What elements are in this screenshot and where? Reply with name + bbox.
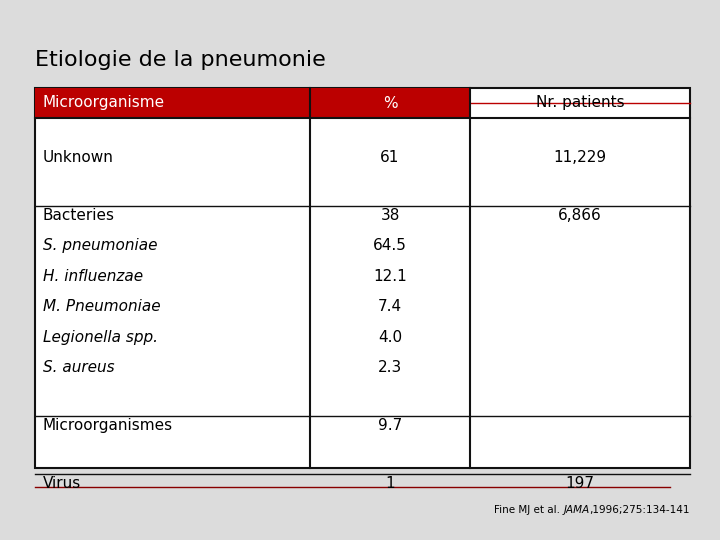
Text: H. influenzae: H. influenzae bbox=[43, 269, 143, 284]
Text: 61: 61 bbox=[380, 150, 400, 165]
Text: S. pneumoniae: S. pneumoniae bbox=[43, 238, 158, 253]
Text: 64.5: 64.5 bbox=[373, 238, 407, 253]
Text: JAMA: JAMA bbox=[563, 505, 590, 515]
Text: 9.7: 9.7 bbox=[378, 418, 402, 433]
Bar bbox=[35, 88, 470, 118]
Text: JAMA: JAMA bbox=[0, 505, 26, 515]
Text: Unknown: Unknown bbox=[43, 150, 114, 165]
Text: ,1996;275:134-141: ,1996;275:134-141 bbox=[0, 505, 101, 515]
Text: Virus: Virus bbox=[43, 476, 81, 491]
Text: 38: 38 bbox=[380, 208, 400, 223]
Text: Bacteries: Bacteries bbox=[43, 208, 115, 223]
Text: 12.1: 12.1 bbox=[373, 269, 407, 284]
Text: Nr. patients: Nr. patients bbox=[536, 96, 624, 111]
Text: %: % bbox=[383, 96, 397, 111]
Text: ,1996;275:134-141: ,1996;275:134-141 bbox=[590, 505, 690, 515]
Text: 4.0: 4.0 bbox=[378, 329, 402, 345]
Text: 2.3: 2.3 bbox=[378, 360, 402, 375]
Text: Microorganisme: Microorganisme bbox=[43, 96, 165, 111]
Text: Etiologie de la pneumonie: Etiologie de la pneumonie bbox=[35, 50, 325, 70]
Text: Microorganismes: Microorganismes bbox=[43, 418, 173, 433]
Text: Legionella spp.: Legionella spp. bbox=[43, 329, 158, 345]
Text: Fine MJ et al.: Fine MJ et al. bbox=[0, 505, 69, 515]
Text: 7.4: 7.4 bbox=[378, 299, 402, 314]
Text: S. aureus: S. aureus bbox=[43, 360, 114, 375]
Text: 197: 197 bbox=[565, 476, 595, 491]
Text: Fine MJ et al.: Fine MJ et al. bbox=[494, 505, 563, 515]
Text: 6,866: 6,866 bbox=[558, 208, 602, 223]
Text: 11,229: 11,229 bbox=[554, 150, 606, 165]
Text: 1: 1 bbox=[385, 476, 395, 491]
Bar bbox=[35, 88, 690, 468]
Text: M. Pneumoniae: M. Pneumoniae bbox=[43, 299, 161, 314]
